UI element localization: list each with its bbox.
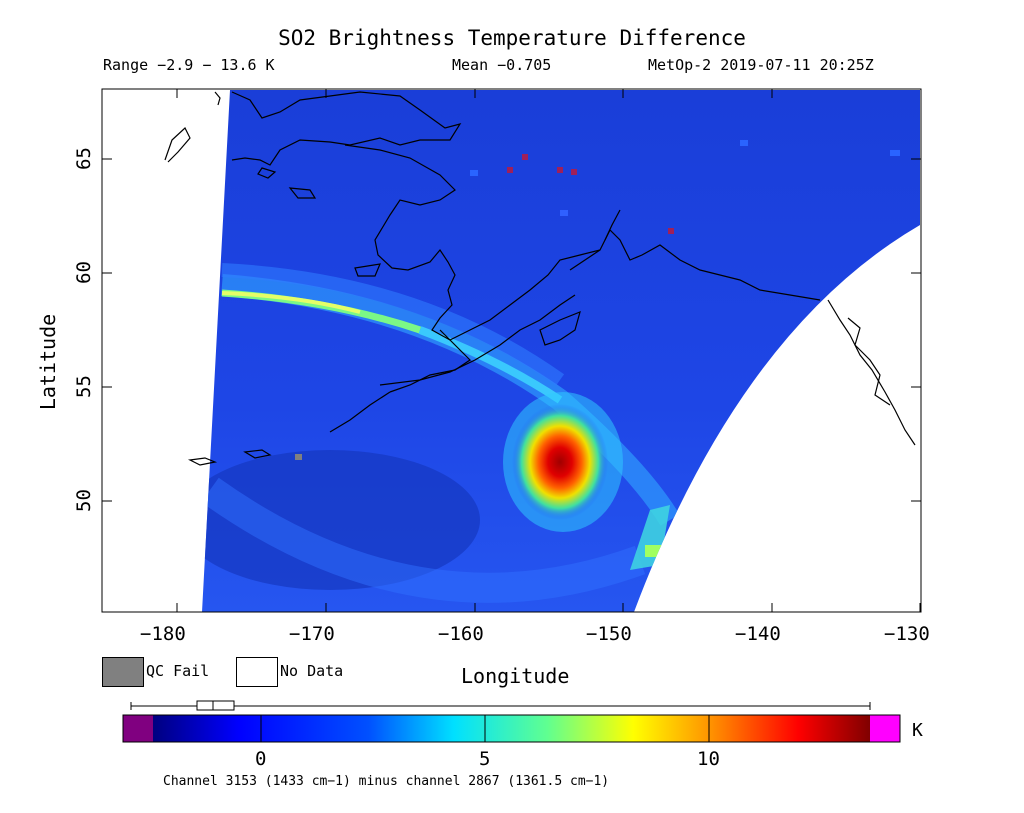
data-swath bbox=[202, 90, 920, 612]
qc-fail-label: QC Fail bbox=[146, 662, 210, 680]
no-data-swatch bbox=[236, 657, 278, 687]
colorbar bbox=[153, 715, 870, 742]
y-tick-label: 50 bbox=[73, 489, 95, 512]
x-tick-label: −140 bbox=[735, 623, 781, 645]
colorbar-under bbox=[123, 715, 153, 742]
satellite-timestamp: MetOp-2 2019-07-11 20:25Z bbox=[648, 56, 874, 74]
colorbar-over bbox=[870, 715, 900, 742]
colorbar-ticks bbox=[260, 715, 710, 742]
channel-footnote: Channel 3153 (1433 cm−1) minus channel 2… bbox=[163, 774, 610, 789]
x-axis-label: Longitude bbox=[461, 664, 570, 688]
colorbar-range-indicator bbox=[130, 700, 871, 711]
colorbar-tick-label: 5 bbox=[479, 748, 491, 770]
x-tick-label: −130 bbox=[884, 623, 930, 645]
colorbar-unit: K bbox=[912, 720, 923, 741]
y-tick-label: 65 bbox=[73, 147, 95, 170]
y-tick-label: 55 bbox=[73, 375, 95, 398]
mean-text: Mean −0.705 bbox=[452, 56, 552, 74]
x-tick-label: −170 bbox=[289, 623, 335, 645]
coastline bbox=[164, 91, 916, 466]
range-text: Range −2.9 − 13.6 K bbox=[103, 56, 275, 74]
no-data-label: No Data bbox=[280, 662, 344, 680]
x-tick-label: −160 bbox=[438, 623, 484, 645]
y-tick-label: 60 bbox=[73, 261, 95, 284]
x-tick-label: −150 bbox=[586, 623, 632, 645]
plot-frame bbox=[101, 88, 922, 613]
x-axis-ticks bbox=[176, 89, 921, 612]
x-tick-label: −180 bbox=[140, 623, 186, 645]
colorbar-tick-label: 0 bbox=[255, 748, 267, 770]
qc-fail-swatch bbox=[102, 657, 144, 687]
y-axis-ticks bbox=[102, 158, 921, 502]
colorbar-tick-label: 10 bbox=[697, 748, 720, 770]
map-title: SO2 Brightness Temperature Difference bbox=[278, 26, 746, 50]
y-axis-label: Latitude bbox=[36, 313, 60, 411]
